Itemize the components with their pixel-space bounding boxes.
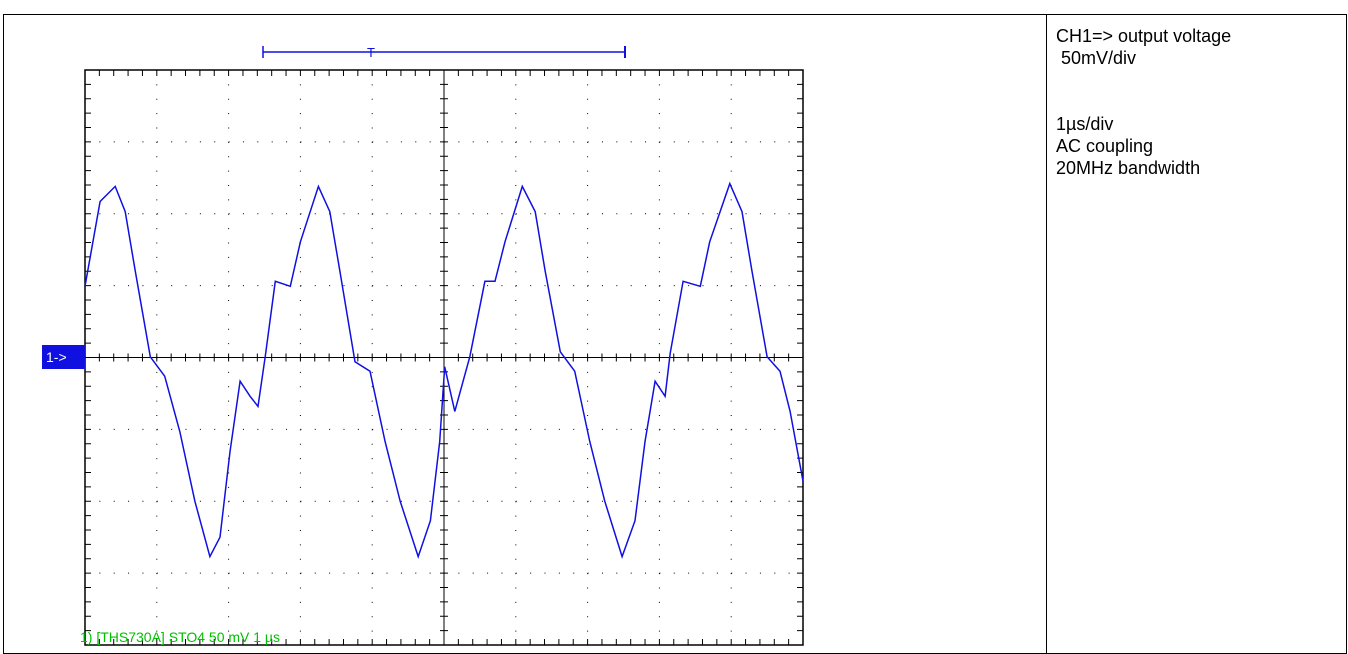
trace bbox=[84, 181, 804, 559]
note: CH1=> output voltage bbox=[1056, 26, 1232, 46]
channel-marker: 1-> bbox=[46, 349, 67, 365]
cell-divider bbox=[1046, 15, 1047, 653]
note: 1µs/div bbox=[1056, 114, 1114, 134]
note: 20MHz bandwidth bbox=[1056, 158, 1201, 178]
channel-marker-bg bbox=[42, 345, 85, 369]
trigger-label: T bbox=[367, 45, 375, 60]
status-line: 1) [THS730A] STO4 50 mV 1 µs bbox=[80, 629, 280, 645]
note: AC coupling bbox=[1056, 136, 1154, 156]
scope: T 1-> 1) [THS730A] STO4 50 mV 1 µs bbox=[42, 45, 804, 646]
note: 50mV/div bbox=[1056, 48, 1137, 68]
